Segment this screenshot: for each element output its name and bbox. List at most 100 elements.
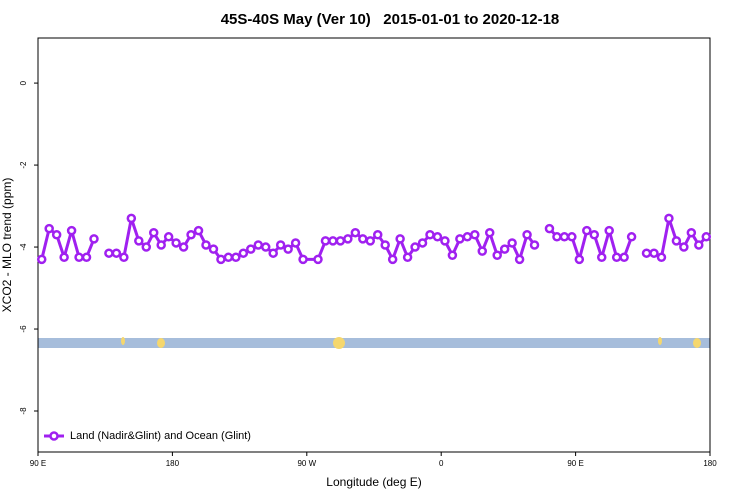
data-point (679, 242, 689, 252)
land-patch (157, 338, 165, 348)
data-point (387, 254, 398, 265)
data-point (686, 227, 697, 238)
data-point (582, 225, 592, 236)
data-point (216, 254, 226, 265)
data-point (447, 250, 458, 260)
y-axis-label: XCO2 - MLO trend (ppm) (0, 178, 14, 313)
data-point (589, 230, 600, 240)
data-point (656, 252, 667, 263)
data-point (641, 248, 652, 258)
x-tick-label: 180 (166, 459, 180, 468)
data-point (290, 238, 301, 248)
data-point (253, 240, 264, 250)
chart-title: 45S-40S May (Ver 10) 2015-01-01 to 2020-… (221, 11, 560, 28)
ocean-band (38, 338, 710, 348)
data-point (298, 254, 308, 265)
data-point (410, 242, 420, 252)
data-point (275, 240, 286, 250)
data-point (148, 227, 159, 238)
data-point (36, 254, 47, 265)
data-point (544, 223, 555, 234)
data-point (559, 232, 570, 242)
land-patch (693, 338, 701, 348)
data-point (567, 232, 577, 242)
data-point (335, 236, 346, 246)
data-point (529, 240, 540, 250)
legend-label: Land (Nadir&Glint) and Ocean (Glint) (70, 430, 251, 442)
data-point (238, 248, 249, 258)
data-point (81, 252, 92, 263)
x-tick-label: 0 (439, 459, 444, 468)
data-point (66, 225, 77, 236)
x-tick-label: 180 (703, 459, 717, 468)
y-tick-label: -6 (19, 325, 28, 333)
data-point (425, 230, 435, 240)
x-tick-label: 90 W (297, 459, 316, 468)
data-point (664, 213, 674, 224)
land-patch (333, 337, 345, 349)
data-point (193, 225, 204, 236)
data-point (514, 254, 525, 265)
data-point (313, 254, 323, 265)
plot-frame (37, 37, 711, 453)
data-point (365, 236, 376, 246)
data-point (694, 240, 704, 250)
legend-marker (49, 431, 59, 441)
data-point (283, 244, 293, 254)
data-point (231, 252, 241, 263)
data-point (492, 250, 502, 260)
y-tick-label: -8 (19, 407, 28, 415)
data-point (163, 232, 174, 242)
data-point (626, 232, 637, 242)
data-point (484, 227, 495, 238)
data-point (574, 254, 585, 265)
data-point (477, 246, 488, 256)
land-patch (121, 337, 125, 345)
data-point (171, 238, 181, 248)
data-point (268, 248, 278, 258)
data-point (417, 238, 428, 248)
data-point (104, 248, 114, 258)
data-point (328, 236, 338, 246)
data-point (350, 227, 361, 238)
data-point (134, 236, 144, 246)
data-point (208, 244, 219, 254)
x-axis-label: Longitude (deg E) (326, 475, 421, 489)
data-point (59, 252, 69, 263)
data-point (462, 232, 473, 242)
y-tick-label: -2 (19, 161, 28, 169)
data-point (507, 238, 517, 248)
data-point (89, 234, 99, 244)
data-point (141, 242, 152, 252)
data-point (246, 244, 256, 254)
land-patch (658, 337, 662, 345)
data-point (343, 234, 353, 244)
data-point (432, 232, 443, 242)
data-point (372, 230, 383, 240)
data-point (701, 232, 712, 242)
data-point (223, 252, 234, 263)
data-point (51, 230, 62, 240)
y-tick-label: -4 (19, 243, 28, 251)
data-point (522, 230, 532, 240)
data-point (74, 252, 84, 263)
data-point (596, 252, 607, 263)
data-point (201, 240, 211, 250)
data-point (156, 240, 166, 250)
data-point (611, 252, 622, 263)
land-ocean-band (38, 337, 710, 349)
data-point (440, 236, 450, 246)
data-point (380, 240, 390, 250)
data-point (604, 225, 614, 236)
data-point (455, 234, 465, 244)
data-point (619, 252, 629, 263)
data-point (119, 252, 129, 263)
data-point (649, 248, 659, 258)
data-point (320, 236, 331, 246)
data-point (44, 223, 54, 234)
data-point (470, 230, 480, 240)
data-point (178, 242, 189, 252)
y-tick-label: 0 (19, 80, 28, 85)
x-tick-label: 90 E (567, 459, 583, 468)
